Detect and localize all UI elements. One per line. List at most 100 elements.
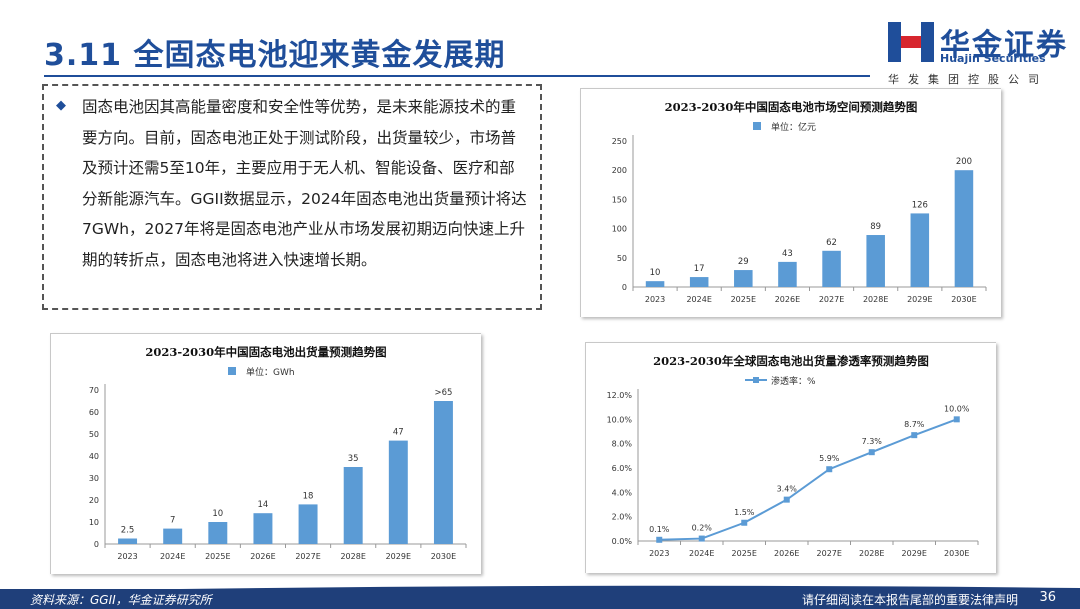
bar — [343, 467, 363, 544]
x-tick-label: 2027E — [817, 549, 842, 558]
huajin-logo-icon — [888, 22, 934, 62]
data-label: 10 — [212, 509, 223, 519]
data-label: 29 — [738, 257, 749, 267]
title-underline — [44, 75, 870, 77]
page-title: 3.11 全固态电池迎来黄金发展期 — [44, 38, 506, 73]
y-tick-label: 0.0% — [612, 537, 633, 546]
bar — [734, 270, 753, 287]
footer-bar: 资料来源：GGII，华金证券研究所 请仔细阅读在本报告尾部的重要法律声明 36 — [0, 589, 1080, 609]
x-tick-label: 2024E — [689, 549, 714, 558]
data-label: 8.7% — [904, 420, 925, 429]
bar — [163, 528, 183, 544]
bar — [822, 250, 841, 287]
x-tick-label: 2026E — [774, 549, 799, 558]
summary-textbox: ◆ 固态电池因其高能量密度和安全性等优势，是未来能源技术的重要方向。目前，固态电… — [42, 84, 542, 310]
logo-english-name: Huajin Securities — [940, 52, 1046, 65]
x-tick-label: 2030E — [951, 295, 976, 304]
data-label: 47 — [393, 428, 404, 438]
y-tick-label: 150 — [612, 195, 627, 204]
logo-subtitle: 华发集团控股公司 — [888, 73, 1048, 86]
data-label: 89 — [870, 222, 881, 232]
y-tick-label: 10 — [89, 518, 99, 527]
y-tick-label: 20 — [89, 496, 99, 505]
x-tick-label: 2025E — [205, 552, 230, 561]
legend-label: 单位：亿元 — [771, 121, 816, 133]
data-label: 14 — [258, 500, 269, 510]
bar — [208, 522, 228, 544]
x-tick-label: 2027E — [295, 552, 320, 561]
y-tick-label: 12.0% — [607, 391, 633, 400]
y-tick-label: 2.0% — [612, 513, 633, 522]
legend-label: 单位：GWh — [246, 366, 295, 378]
x-tick-label: 2028E — [340, 552, 365, 561]
data-label: 0.1% — [649, 525, 670, 534]
data-label: 43 — [782, 249, 793, 259]
data-label: 17 — [694, 264, 705, 274]
chart-title: 2023-2030年中国固态电池出货量预测趋势图 — [145, 345, 386, 359]
y-tick-label: 50 — [617, 254, 627, 263]
y-tick-label: 0 — [622, 283, 627, 292]
x-tick-label: 2030E — [431, 552, 456, 561]
chart-title: 2023-2030年中国固态电池市场空间预测趋势图 — [665, 100, 918, 114]
company-logo: 华金证券 Huajin Securities 华发集团控股公司 — [888, 20, 1068, 86]
y-tick-label: 70 — [89, 386, 99, 395]
y-tick-label: 50 — [89, 430, 99, 439]
bar — [689, 277, 709, 287]
y-tick-label: 30 — [89, 474, 99, 483]
page-number: 36 — [1039, 590, 1056, 605]
footer-disclaimer[interactable]: 请仔细阅读在本报告尾部的重要法律声明 — [801, 593, 1018, 607]
data-label: 3.4% — [777, 485, 798, 494]
data-point — [911, 432, 918, 439]
data-point — [953, 416, 960, 423]
data-label: 2.5 — [121, 526, 135, 536]
x-tick-label: 2023 — [645, 295, 665, 304]
footer-source: 资料来源：GGII，华金证券研究所 — [30, 593, 212, 607]
y-tick-label: 6.0% — [612, 464, 633, 473]
y-tick-label: 250 — [612, 137, 627, 146]
y-tick-label: 200 — [612, 166, 627, 175]
summary-paragraph: 固态电池因其高能量密度和安全性等优势，是未来能源技术的重要方向。目前，固态电池正… — [82, 98, 527, 269]
data-point — [698, 535, 705, 542]
bar — [778, 261, 797, 287]
x-tick-label: 2026E — [775, 295, 800, 304]
data-label: 7.3% — [862, 437, 883, 446]
x-tick-label: 2025E — [731, 295, 756, 304]
data-point — [741, 519, 748, 526]
x-tick-label: 2029E — [902, 549, 927, 558]
y-tick-label: 60 — [89, 408, 99, 417]
y-tick-label: 40 — [89, 452, 99, 461]
data-label: 62 — [826, 238, 837, 248]
x-tick-label: 2029E — [386, 552, 411, 561]
data-label: 35 — [348, 454, 359, 464]
series-line — [659, 418, 958, 541]
shipment-chart: 2023-2030年中国固态电池出货量预测趋势图单位：GWh 0 10 20 30 40 5… — [50, 333, 481, 574]
x-tick-label: 2028E — [859, 549, 884, 558]
bar — [954, 170, 974, 287]
y-tick-label: 4.0% — [612, 488, 633, 497]
penetration-chart: 2023-2030年全球固态电池出货量渗透率预测趋势图 渗透率：% 0.0% 2.0%… — [585, 342, 996, 573]
data-label: 5.9% — [819, 454, 840, 463]
logo-chinese-name: 华金证券 — [940, 28, 1068, 63]
x-tick-label: 2030E — [944, 549, 969, 558]
x-tick-label: 2024E — [686, 295, 711, 304]
data-label: >65 — [434, 388, 452, 398]
x-tick-label: 2027E — [819, 295, 844, 304]
legend-label: 渗透率：% — [771, 375, 816, 387]
data-label: 18 — [303, 491, 314, 501]
y-tick-label: 0 — [94, 540, 99, 549]
x-tick-label: 2024E — [160, 552, 185, 561]
chart-title: 2023-2030年全球固态电池出货量渗透率预测趋势图 — [653, 354, 929, 368]
x-tick-label: 2029E — [907, 295, 932, 304]
data-label: 10 — [650, 268, 661, 278]
bar — [866, 235, 885, 287]
y-tick-label: 10.0% — [607, 415, 633, 424]
x-tick-label: 2026E — [250, 552, 275, 561]
bar — [298, 504, 318, 544]
legend-marker — [753, 377, 759, 383]
bar — [433, 401, 453, 544]
bar — [645, 281, 665, 287]
data-point — [868, 449, 875, 456]
data-point — [656, 536, 663, 543]
